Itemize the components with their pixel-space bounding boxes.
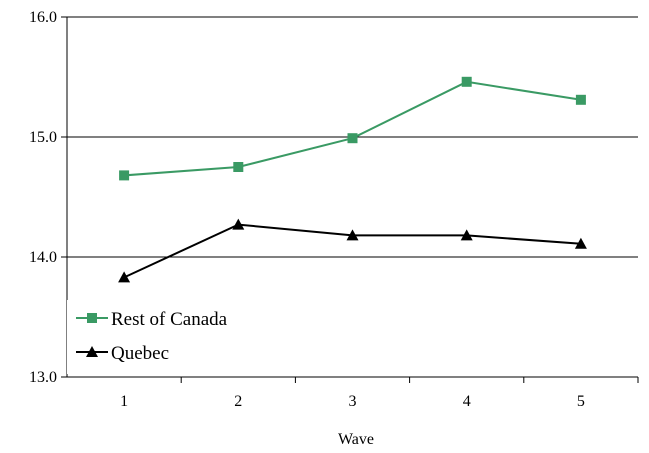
- point-quebec-5: [574, 237, 587, 249]
- x-tick-label-5: 5: [577, 393, 585, 410]
- series-line-rest-of-canada: [124, 80, 582, 177]
- legend-marker-rest-of-canada: [87, 313, 97, 323]
- x-tick-label-3: 3: [349, 393, 357, 410]
- point-rest-of-canada-4: [461, 76, 472, 87]
- x-tick-label-4: 4: [463, 393, 471, 410]
- y-axis-ticks: 13.0 14.0 15.0 16.0: [29, 9, 67, 386]
- x-tick-label-2: 2: [234, 393, 242, 410]
- legend-label-quebec: Quebec: [111, 343, 169, 364]
- series-group: [118, 76, 587, 283]
- point-rest-of-canada-1: [119, 170, 130, 181]
- y-tick-label-15.0: 15.0: [29, 129, 57, 146]
- point-rest-of-canada-5: [575, 94, 586, 105]
- legend-label-rest-of-canada: Rest of Canada: [111, 309, 228, 330]
- y-tick-label-16.0: 16.0: [29, 9, 57, 26]
- y-tick-label-13.0: 13.0: [29, 369, 57, 386]
- point-quebec-2: [232, 218, 245, 230]
- x-axis-ticks: 1 2 3 4 5: [120, 377, 639, 410]
- legend: Rest of Canada Quebec: [67, 300, 272, 374]
- legend-item-rest-of-canada: Rest of Canada: [76, 309, 228, 330]
- legend-marker-quebec: [86, 346, 98, 357]
- y-tick-label-14.0: 14.0: [29, 249, 57, 266]
- point-rest-of-canada-2: [233, 162, 244, 172]
- point-quebec-3: [346, 229, 359, 241]
- point-quebec-1: [118, 271, 131, 283]
- legend-box: [67, 300, 272, 374]
- point-quebec-4: [460, 229, 473, 241]
- legend-item-quebec: Quebec: [76, 343, 169, 364]
- x-axis-title: Wave: [338, 431, 374, 448]
- point-rest-of-canada-3: [347, 133, 358, 144]
- x-tick-label-1: 1: [120, 393, 128, 410]
